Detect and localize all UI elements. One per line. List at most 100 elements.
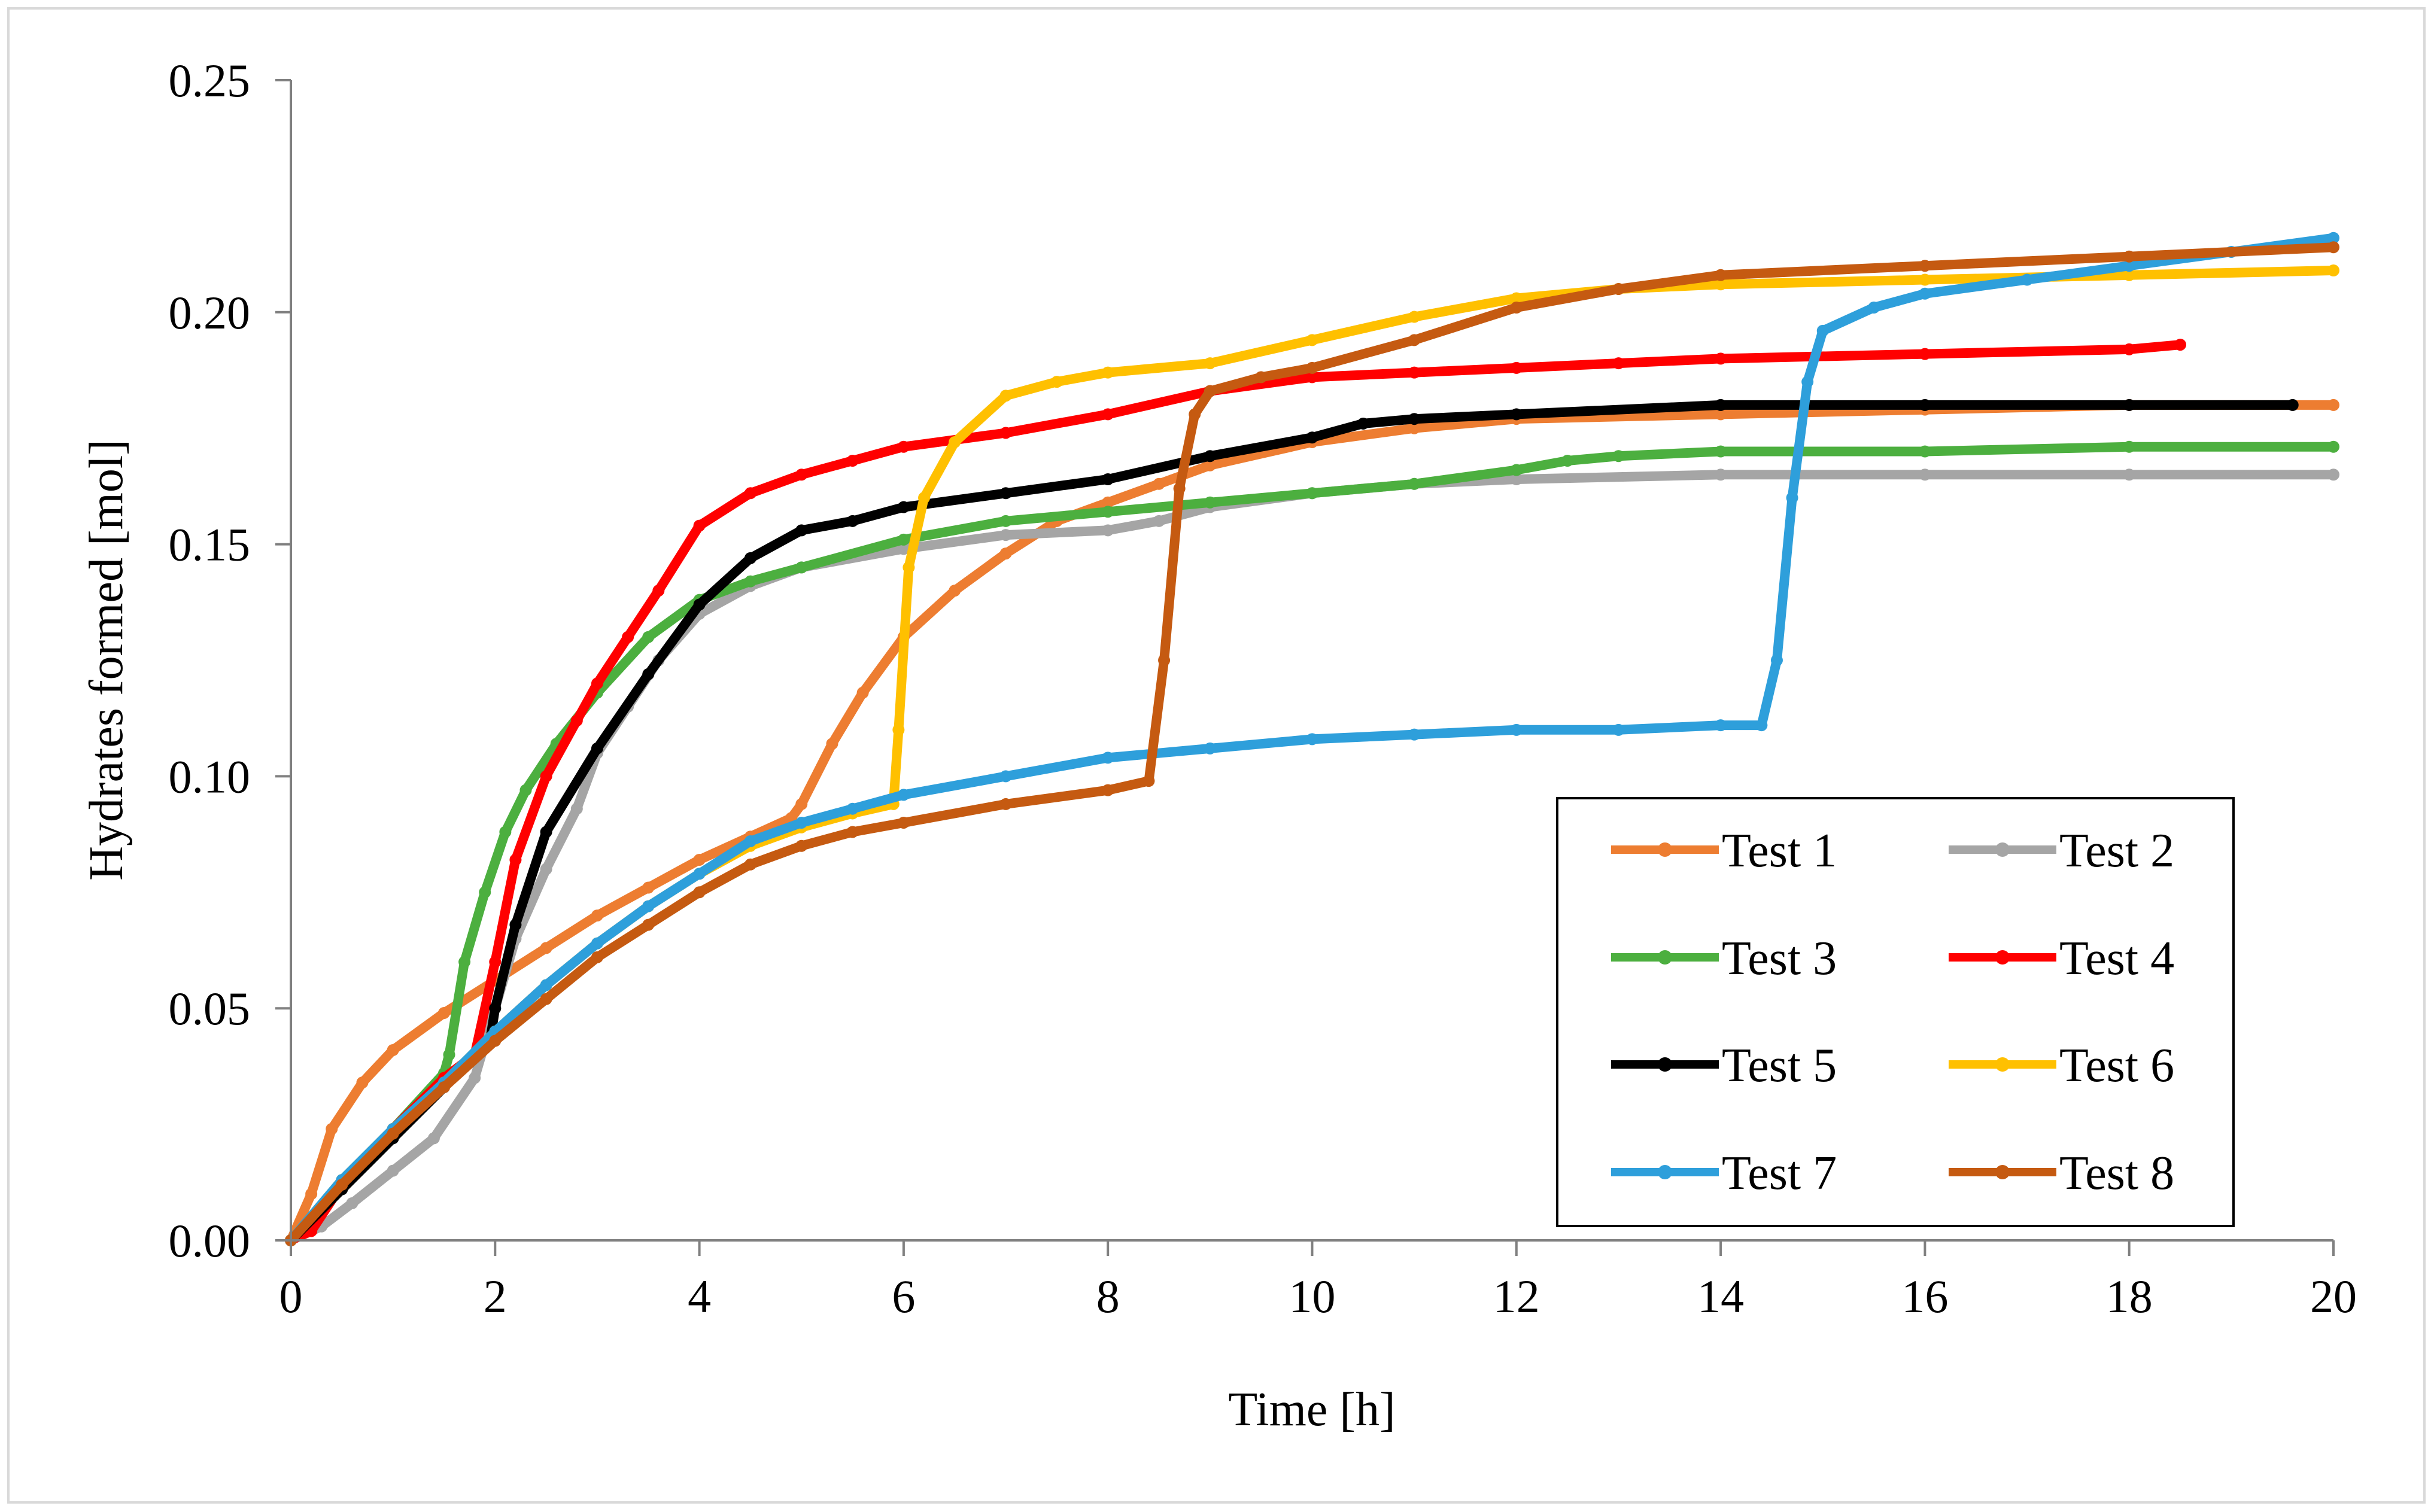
data-point [744, 858, 756, 871]
data-point [443, 1048, 455, 1061]
data-point [1408, 728, 1421, 741]
data-point [540, 826, 552, 838]
data-point [693, 598, 706, 611]
legend-marker [1995, 1057, 2010, 1072]
data-point [479, 886, 491, 899]
data-point [795, 798, 808, 810]
data-point [1919, 287, 1931, 300]
data-point [1612, 357, 1625, 370]
y-tick-label: 0.15 [169, 519, 251, 571]
data-point [1153, 477, 1165, 490]
data-point [1715, 408, 1727, 421]
legend-label: Test 7 [1722, 1147, 1837, 1200]
data-point [1510, 302, 1523, 314]
data-point [1306, 361, 1318, 374]
legend-marker [1658, 842, 1672, 857]
data-point [744, 487, 756, 500]
legend-marker [1995, 1165, 2010, 1179]
data-point [999, 390, 1012, 402]
legend-label: Test 1 [1722, 825, 1837, 877]
data-point [1919, 445, 1931, 458]
data-point [336, 1178, 348, 1191]
data-point [387, 1044, 399, 1057]
x-tick-label: 14 [1697, 1270, 1744, 1322]
data-point [570, 714, 583, 727]
data-point [622, 631, 634, 643]
data-point [1715, 468, 1727, 481]
data-point [1306, 371, 1318, 384]
data-point [1868, 302, 1880, 314]
legend-marker [1995, 842, 2010, 857]
data-point [903, 561, 915, 574]
data-point [2327, 398, 2339, 411]
data-point [540, 979, 552, 991]
data-point [1204, 742, 1216, 755]
data-point [1919, 260, 1931, 272]
data-point [1102, 408, 1114, 421]
data-point [489, 1035, 502, 1047]
data-point [642, 881, 655, 894]
legend-item: Test 8 [1949, 1147, 2174, 1200]
y-tick-label: 0.00 [169, 1215, 251, 1267]
data-point [897, 543, 910, 555]
data-point [458, 956, 471, 968]
data-point [999, 547, 1012, 560]
data-point [1408, 311, 1421, 323]
legend-label: Test 6 [2059, 1039, 2174, 1092]
legend-label: Test 4 [2059, 932, 2174, 985]
data-point [897, 533, 910, 546]
data-point [918, 492, 931, 504]
data-point [2327, 232, 2339, 244]
data-point [591, 951, 603, 963]
data-point [744, 575, 756, 588]
data-point [387, 1127, 399, 1140]
data-point [892, 723, 905, 736]
data-point [2123, 468, 2135, 481]
data-point [1255, 371, 1268, 384]
x-tick-label: 12 [1493, 1270, 1540, 1322]
data-point [1510, 723, 1523, 736]
y-axis-title: Hydrates formed [mol] [80, 439, 133, 881]
data-point [1102, 506, 1114, 518]
legend-marker [1658, 950, 1672, 965]
data-point [489, 1002, 502, 1015]
data-point [1142, 775, 1155, 787]
data-point [846, 515, 859, 527]
data-point [846, 802, 859, 815]
data-point [326, 1122, 338, 1135]
data-point [999, 770, 1012, 783]
legend-box [1556, 797, 2235, 1227]
data-point [1102, 496, 1114, 509]
x-tick-label: 16 [1901, 1270, 1948, 1322]
data-point [795, 524, 808, 537]
data-point [2123, 343, 2135, 355]
data-point [1204, 459, 1216, 471]
data-point [1306, 334, 1318, 346]
data-point [1816, 324, 1829, 337]
x-axis-title: Time [h] [1228, 1383, 1395, 1436]
data-point [1306, 733, 1318, 746]
data-point [469, 1072, 481, 1084]
data-point [1715, 719, 1727, 732]
data-point [1715, 269, 1727, 281]
data-point [642, 631, 655, 643]
data-point [1050, 376, 1063, 388]
data-point [999, 529, 1012, 541]
data-point [1204, 357, 1216, 370]
series-line [286, 442, 2338, 1245]
legend-item: Test 4 [1949, 932, 2174, 985]
data-point [2327, 468, 2339, 481]
series-line [286, 233, 2338, 1245]
data-point [437, 1081, 450, 1094]
data-point [1408, 422, 1421, 434]
data-point [744, 552, 756, 564]
data-point [540, 863, 552, 875]
data-point [744, 835, 756, 847]
data-point [540, 942, 552, 954]
data-point [591, 937, 603, 950]
data-point [999, 798, 1012, 810]
data-point [540, 770, 552, 783]
x-tick-label: 20 [2310, 1270, 2357, 1322]
data-point [2123, 250, 2135, 263]
x-tick-label: 0 [279, 1270, 303, 1322]
